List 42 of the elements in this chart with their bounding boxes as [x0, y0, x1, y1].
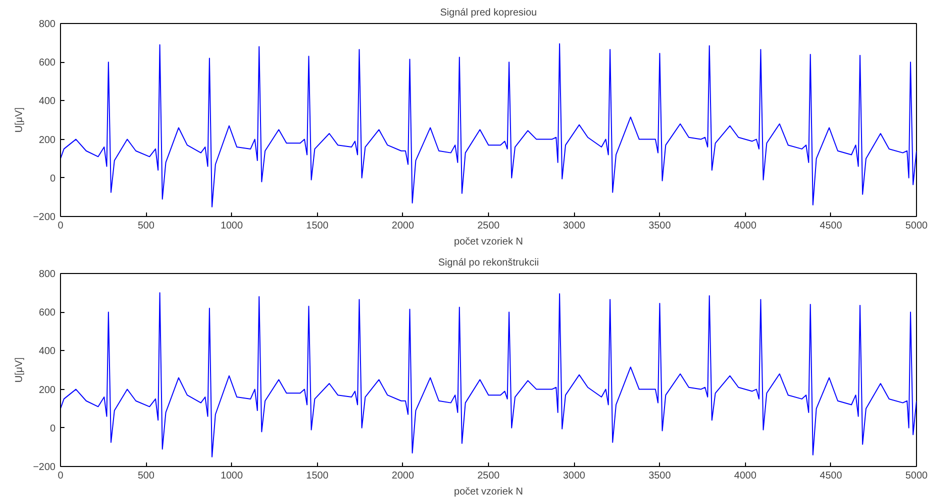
x-tick-label: 0	[58, 220, 64, 232]
y-axis-title: U[μV]	[14, 357, 25, 383]
y-tick-label: 600	[38, 58, 56, 69]
y-tick-label: 200	[38, 134, 56, 146]
x-tick-label: 2500	[477, 470, 500, 482]
x-tick-label: 1000	[220, 220, 244, 232]
x-tick-label: 2500	[477, 220, 500, 232]
x-axis-title: počet vzoriek N	[454, 486, 523, 498]
x-tick-label: 5000	[905, 470, 928, 482]
y-tick-label: 800	[38, 269, 56, 280]
x-tick-label: 5000	[905, 220, 928, 232]
x-tick-label: 3000	[562, 220, 586, 232]
y-tick-label: 600	[38, 308, 56, 319]
x-tick-label: 4000	[734, 220, 757, 232]
x-tick-label: 4000	[734, 470, 757, 482]
x-axis-title: počet vzoriek N	[454, 236, 523, 248]
x-tick-label: 4500	[820, 220, 842, 232]
line-series	[60, 292, 916, 458]
x-tick-label: 3000	[562, 470, 586, 482]
x-tick-label: 3500	[648, 220, 672, 232]
x-tick-label: 1000	[220, 470, 244, 482]
x-tick-label: 2000	[392, 470, 414, 482]
chart-title: Signál pred kopresiou	[440, 8, 537, 18]
y-tick-label: 200	[38, 384, 56, 396]
line-series	[60, 43, 916, 208]
x-tick-label: 3500	[648, 470, 672, 482]
x-tick-label: 0	[58, 470, 64, 482]
x-tick-label: 500	[138, 470, 155, 482]
x-tick-label: 1500	[306, 470, 329, 482]
x-tick-label: 4500	[820, 470, 842, 482]
y-tick-label: 400	[38, 96, 56, 108]
x-tick-label: 500	[138, 220, 155, 232]
y-tick-label: 0	[50, 173, 56, 184]
x-tick-label: 2000	[392, 220, 414, 232]
y-tick-label: −200	[32, 462, 56, 473]
y-tick-label: 800	[38, 19, 56, 30]
y-tick-label: 0	[50, 423, 56, 434]
chart-title: Signál po rekonštrukcii	[438, 258, 539, 268]
y-tick-label: 400	[38, 346, 56, 358]
y-axis-title: U[μV]	[14, 107, 25, 133]
y-tick-label: −200	[32, 212, 56, 223]
x-tick-label: 1500	[306, 220, 329, 232]
